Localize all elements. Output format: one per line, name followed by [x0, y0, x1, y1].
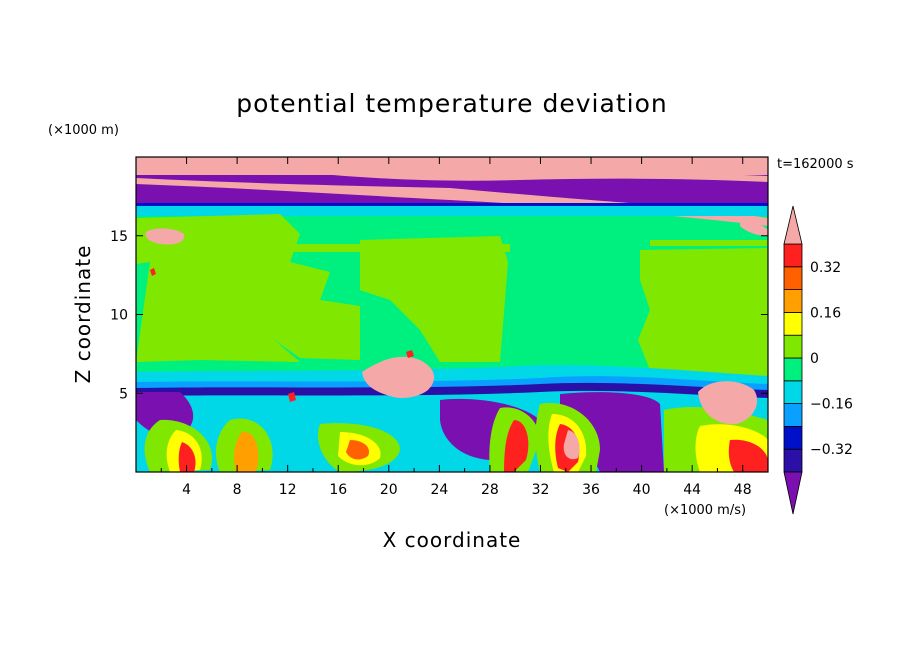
colorbar-segment: [783, 380, 803, 404]
x-tick-label: 8: [233, 482, 242, 498]
x-tick-label: 32: [532, 482, 550, 498]
field-eddy-red-6: [728, 439, 768, 472]
plot-field: [136, 157, 768, 472]
field-pink-cell-right: [698, 381, 758, 425]
y-tick-label: 15: [110, 229, 128, 245]
colorbar-tick-label: 0.16: [810, 305, 841, 321]
field-speckle-1: [406, 350, 414, 358]
colorbar-segment: [783, 448, 803, 473]
field-pink-band: [136, 178, 768, 226]
x-tick-label: 12: [279, 482, 297, 498]
field-tropopause-blue: [136, 203, 768, 206]
colorbar-segment: [783, 403, 803, 427]
field-pink-band-upper: [300, 166, 768, 182]
field-speckle-3: [150, 268, 156, 276]
colorbar-segment: [783, 243, 803, 268]
x-unit-label: (×1000 m/s): [664, 503, 746, 518]
field-lime-center: [136, 262, 300, 362]
y-tick-label: 10: [110, 308, 128, 324]
field-purple-lobe-2: [560, 392, 664, 472]
x-tick-label: 24: [430, 482, 448, 498]
field-eddy-orange-2: [234, 431, 259, 472]
colorbar-segment: [783, 357, 803, 382]
x-axis: 4 8 12 16 20 24 28 32 36 40 44 48: [160, 157, 752, 498]
x-tick-label: 16: [329, 482, 347, 498]
field-lime-right: [638, 248, 768, 382]
colorbar-segment: [783, 289, 803, 313]
colorbar-segment: [783, 425, 803, 450]
colorbar: 0.32 0.16 0 −0.16 −0.32: [783, 205, 853, 515]
y-unit-label: (×1000 m): [48, 123, 119, 138]
x-axis-label: X coordinate: [383, 528, 522, 552]
field-pink-cell-center: [362, 356, 435, 398]
field-lime-mid: [360, 236, 508, 362]
field-pink-right-edge: [740, 221, 768, 236]
colorbar-tick-label: −0.16: [810, 397, 853, 413]
colorbar-tick-label: 0: [810, 351, 819, 367]
field-lime-stripe-b: [650, 240, 768, 246]
x-tick-label: 40: [633, 482, 651, 498]
colorbar-segment: [783, 334, 803, 359]
x-tick-label: 20: [380, 482, 398, 498]
y-tick-label: 5: [119, 386, 128, 402]
x-tick-label: 48: [734, 482, 752, 498]
field-pink-top-blob: [145, 228, 185, 245]
x-tick-label: 4: [182, 482, 191, 498]
y-axis-label: Z coordinate: [71, 245, 95, 384]
field-eddy-red-1: [178, 442, 196, 472]
colorbar-segment: [783, 266, 803, 290]
colorbar-segment: [783, 311, 803, 336]
field-lime-stripe-a: [230, 244, 510, 252]
field-speckle-2: [288, 392, 296, 402]
x-tick-label: 28: [481, 482, 499, 498]
field-tropopause-cyan: [136, 206, 768, 216]
field-eddy-pink-5: [563, 430, 580, 460]
chart-title: potential temperature deviation: [236, 89, 667, 118]
field-eddy-orange-3: [346, 440, 370, 460]
colorbar-extend-top: [783, 205, 803, 245]
field-lime-left: [136, 214, 360, 360]
colorbar-tick-label: −0.32: [810, 442, 853, 458]
colorbar-extend-bottom: [783, 471, 803, 515]
time-label: t=162000 s: [777, 157, 854, 172]
x-tick-label: 44: [683, 482, 701, 498]
y-axis: 5 10 15: [110, 229, 768, 402]
x-tick-label: 36: [582, 482, 600, 498]
colorbar-tick-label: 0.32: [810, 260, 841, 276]
field-eddy-red-4: [504, 420, 529, 472]
